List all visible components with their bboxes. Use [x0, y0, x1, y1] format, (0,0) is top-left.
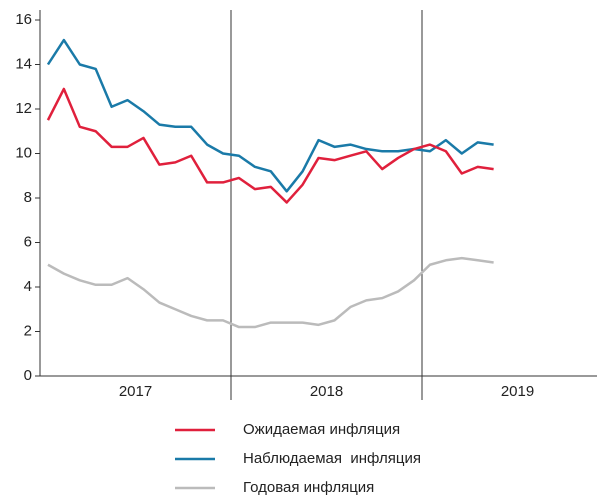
y-tick-label: 6 [24, 233, 32, 250]
y-tick-label: 12 [15, 100, 32, 117]
x-tick-label: 2018 [310, 383, 343, 400]
series-line [46, 87, 494, 204]
x-tick-label: 2017 [119, 383, 152, 400]
x-tick-label: 2019 [501, 383, 534, 400]
y-tick-label: 0 [24, 367, 32, 384]
y-tick-label: 10 [15, 144, 32, 161]
legend-label: Ожидаемая инфляция [243, 421, 400, 438]
y-tick-label: 14 [15, 55, 32, 72]
y-tick-label: 4 [24, 278, 32, 295]
legend-label: Наблюдаемая инфляция [243, 450, 421, 467]
series-line [47, 256, 494, 329]
legend-label: Годовая инфляция [243, 479, 374, 496]
y-tick-label: 16 [15, 11, 32, 28]
series-line [46, 38, 494, 193]
y-tick-label: 8 [24, 189, 32, 206]
y-tick-label: 2 [24, 322, 32, 339]
